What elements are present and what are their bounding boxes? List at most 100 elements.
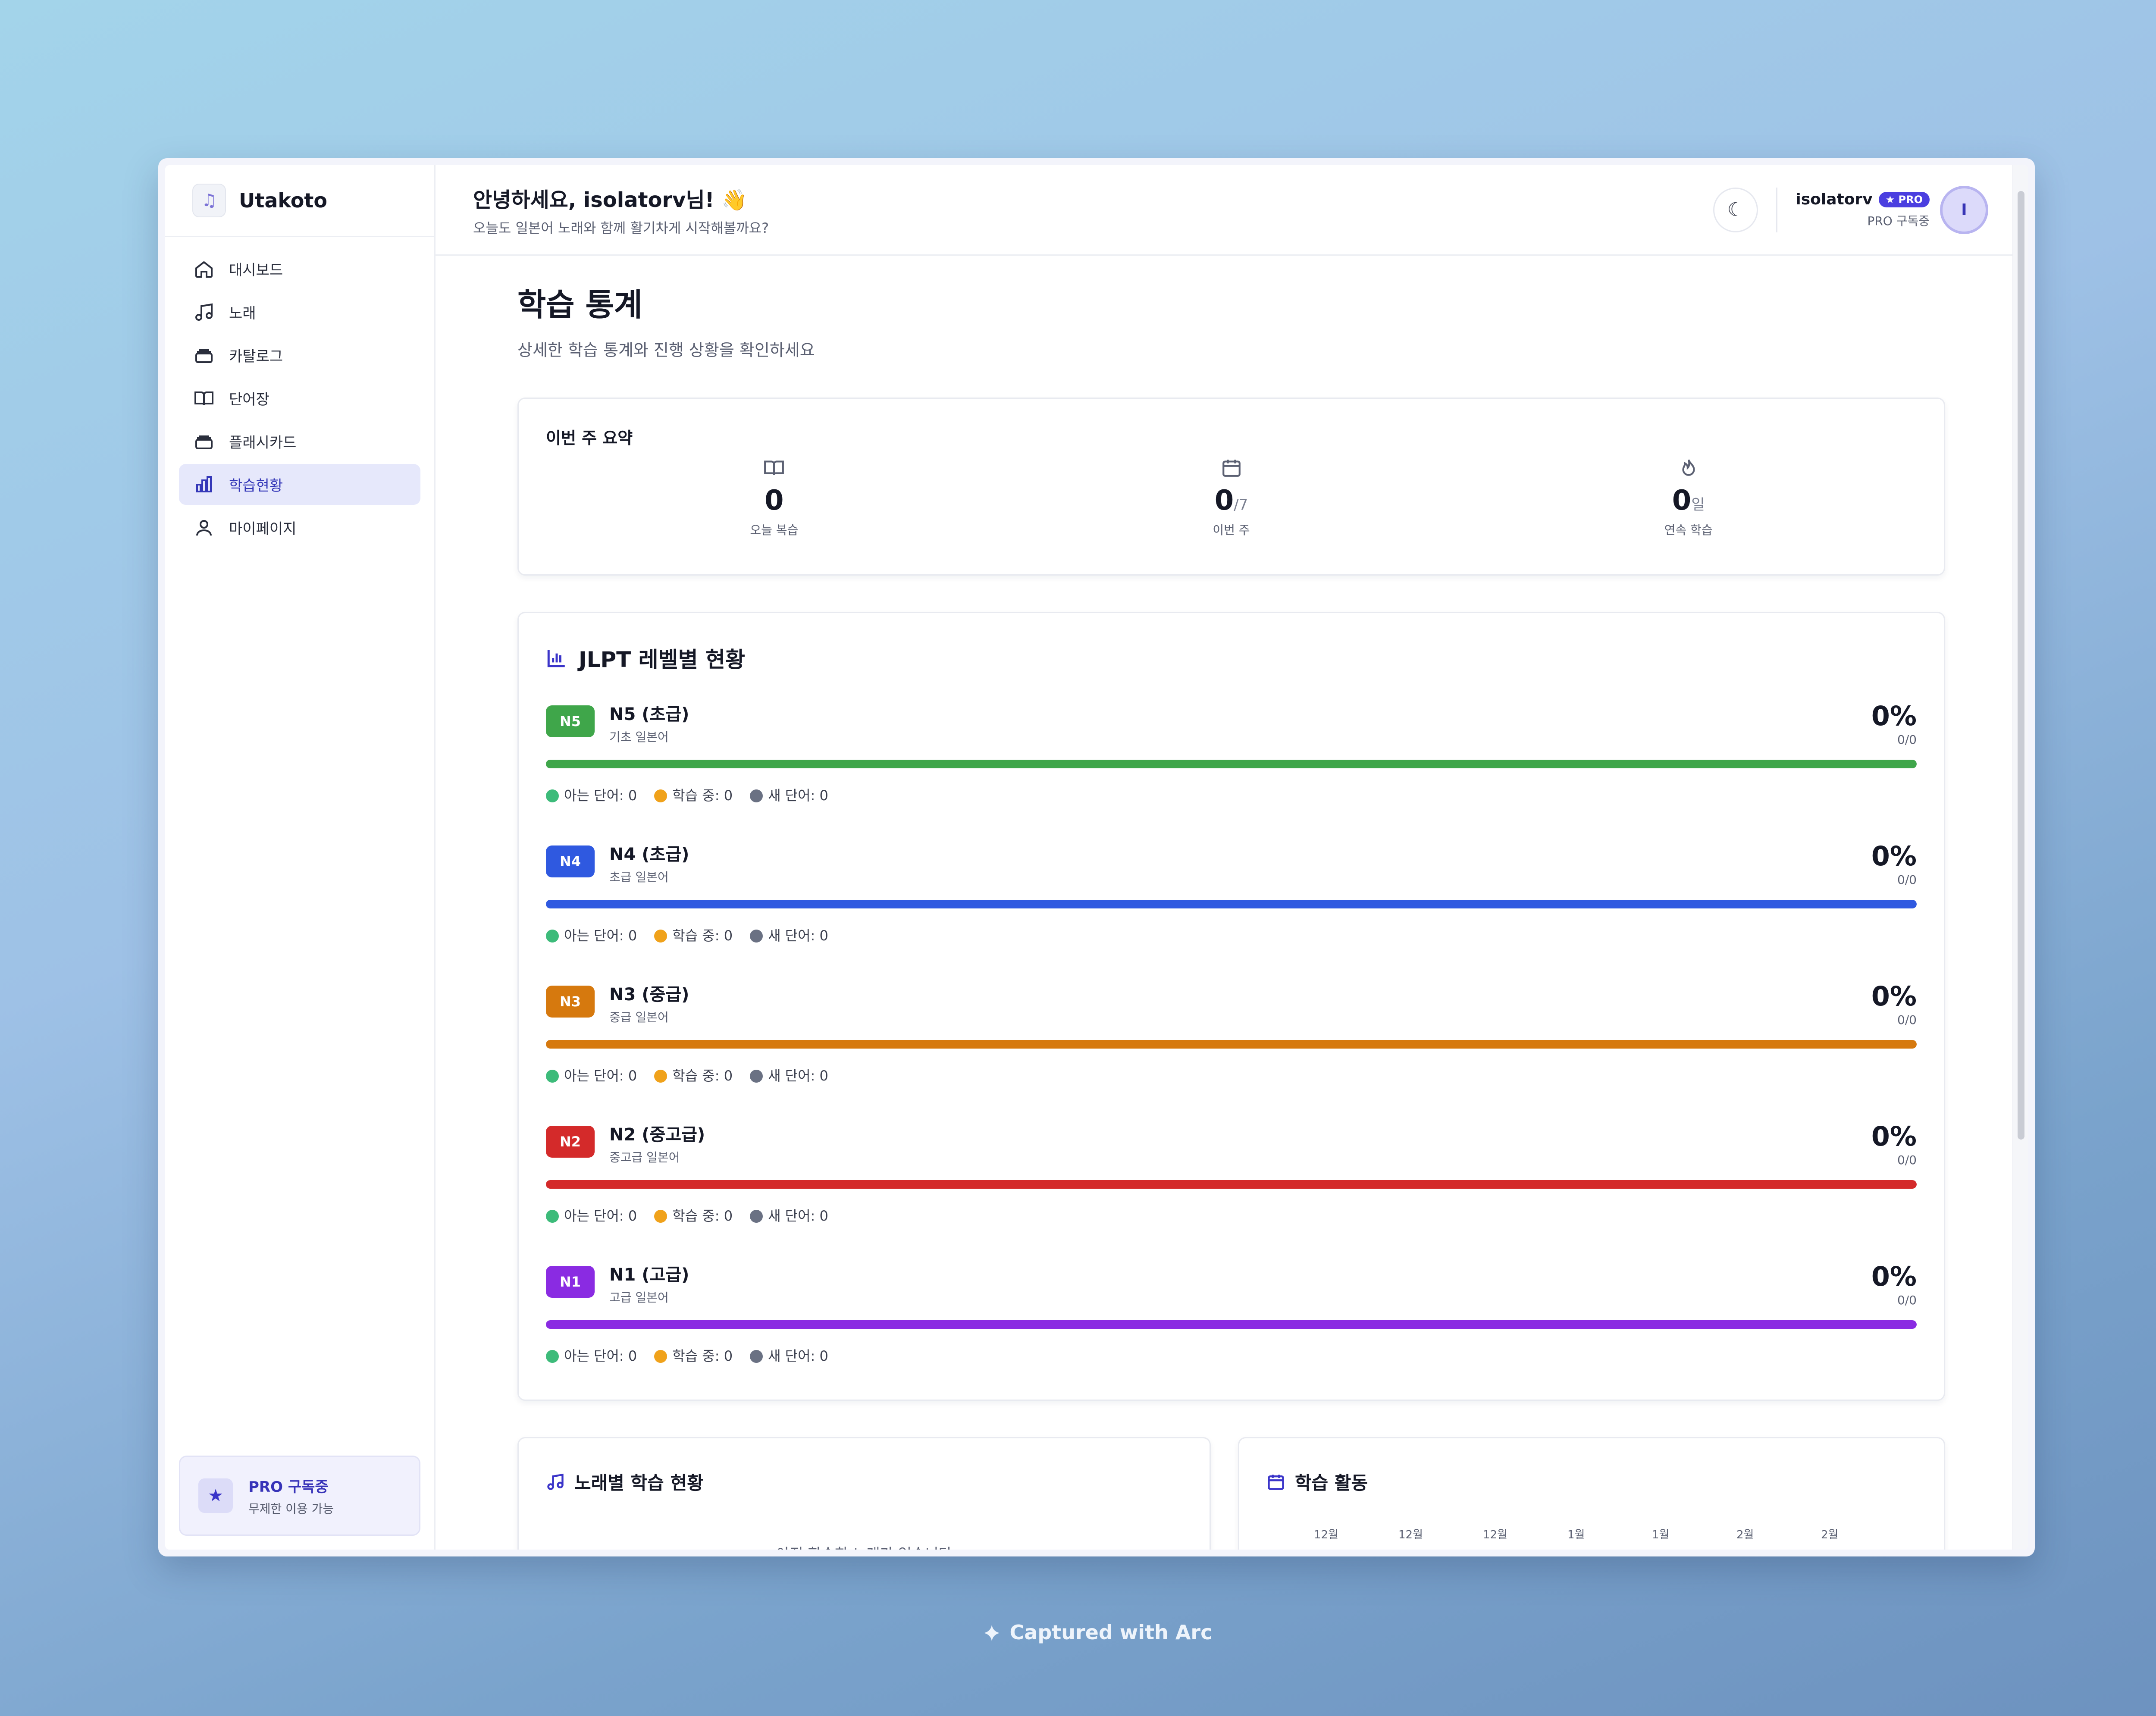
bar-chart-icon: [547, 650, 565, 667]
level-legend: 아는 단어: 0 학습 중: 0 새 단어: 0: [546, 1065, 1917, 1085]
month-label: 12월: [1314, 1528, 1339, 1541]
new-dot-icon: [750, 789, 763, 802]
scrollbar-thumb[interactable]: [2018, 191, 2024, 1140]
level-fraction: 0/0: [1897, 1153, 1917, 1167]
sidebar-item-label: 단어장: [229, 391, 270, 408]
sidebar-item-progress[interactable]: 학습현황: [179, 464, 420, 505]
known-dot-icon: [546, 789, 559, 802]
learning-dot-icon: [654, 1070, 667, 1083]
stat-value: 0: [1672, 485, 1692, 517]
avatar[interactable]: I: [1940, 185, 1988, 234]
level-progress-bar: [546, 760, 1917, 768]
stat-label: 이번 주: [1213, 523, 1250, 537]
learning-dot-icon: [654, 789, 667, 802]
level-legend: 아는 단어: 0 학습 중: 0 새 단어: 0: [546, 1345, 1917, 1365]
song-progress-title: 노래별 학습 현황: [574, 1472, 704, 1494]
sidebar-item-mypage[interactable]: 마이페이지: [179, 507, 420, 548]
moon-icon: ☾: [1727, 199, 1745, 221]
dark-mode-toggle[interactable]: ☾: [1713, 187, 1758, 232]
activity-month-labels: 12월 12월 12월 1월 1월 2월 2월: [1266, 1526, 1917, 1542]
greeting-subtitle: 오늘도 일본어 노래와 함께 활기차게 시작해볼까요?: [473, 219, 769, 236]
divider: [1776, 187, 1778, 232]
month-label: 12월: [1483, 1528, 1508, 1541]
legend-learning: 학습 중: 0: [654, 1065, 733, 1085]
level-percent: 0%: [1871, 1121, 1917, 1152]
level-description: 중고급 일본어: [609, 1150, 680, 1165]
legend-learning: 학습 중: 0: [654, 925, 733, 945]
level-name: N5 (초급): [609, 705, 689, 724]
sidebar-item-songs[interactable]: 노래: [179, 291, 420, 332]
jlpt-level-row: N1 N1 (고급) 고급 일본어 0% 0/0 아는 단어: 0 학습 중: …: [546, 1261, 1917, 1374]
greeting-title: 안녕하세요, isolatorv님! 👋: [473, 188, 747, 212]
legend-learning-label: 학습 중: 0: [672, 927, 733, 944]
legend-known-label: 아는 단어: 0: [564, 927, 637, 944]
level-fraction: 0/0: [1897, 1013, 1917, 1027]
page-title: 학습 통계: [517, 287, 643, 323]
new-dot-icon: [750, 1070, 763, 1083]
legend-new: 새 단어: 0: [750, 1065, 828, 1085]
sidebar: ♫ Utakoto 대시보드 노래: [165, 165, 436, 1550]
jlpt-level-row: N5 N5 (초급) 기초 일본어 0% 0/0 아는 단어: 0 학습 중: …: [546, 700, 1917, 814]
legend-known-label: 아는 단어: 0: [564, 1348, 637, 1364]
legend-new-label: 새 단어: 0: [768, 1068, 828, 1084]
legend-new: 새 단어: 0: [750, 925, 828, 945]
known-dot-icon: [546, 1070, 559, 1083]
level-legend: 아는 단어: 0 학습 중: 0 새 단어: 0: [546, 785, 1917, 805]
month-label: 2월: [1736, 1528, 1754, 1541]
jlpt-level-card: JLPT 레벨별 현황 N5 N5 (초급) 기초 일본어 0% 0/0 아는 …: [517, 612, 1945, 1401]
level-progress-bar: [546, 900, 1917, 908]
level-badge: N4: [546, 845, 595, 877]
jlpt-level-row: N2 N2 (중고급) 중고급 일본어 0% 0/0 아는 단어: 0 학습 중…: [546, 1121, 1917, 1234]
legend-known-label: 아는 단어: 0: [564, 787, 637, 804]
arc-capture-caption: ✦ Captured with Arc: [0, 1620, 2156, 1648]
empty-state-text: 아직 학습한 노래가 없습니다: [546, 1542, 1182, 1550]
level-name: N4 (초급): [609, 845, 689, 864]
new-dot-icon: [750, 1350, 763, 1363]
app-shell: ♫ Utakoto 대시보드 노래: [165, 165, 2028, 1550]
level-fraction: 0/0: [1897, 733, 1917, 747]
bar-chart-icon: [193, 473, 215, 496]
level-progress-fill: [546, 1180, 1917, 1189]
sidebar-item-flashcard[interactable]: 플래시카드: [179, 421, 420, 462]
legend-learning: 학습 중: 0: [654, 1205, 733, 1225]
learning-dot-icon: [654, 930, 667, 943]
jlpt-title: JLPT 레벨별 현황: [579, 647, 746, 672]
new-dot-icon: [750, 1210, 763, 1223]
content: 학습 통계 상세한 학습 통계와 진행 상황을 확인하세요 이번 주 요약 0 …: [517, 256, 1945, 1550]
sidebar-item-wordbook[interactable]: 단어장: [179, 378, 420, 419]
level-percent: 0%: [1871, 1261, 1917, 1292]
username: isolatorv: [1796, 191, 1873, 208]
music-note-icon: [547, 1473, 564, 1490]
home-icon: [193, 258, 215, 280]
subscription-status: PRO 구독중: [1867, 214, 1930, 228]
level-progress-bar: [546, 1180, 1917, 1189]
legend-new-label: 새 단어: 0: [768, 927, 828, 944]
sidebar-item-catalog[interactable]: 카탈로그: [179, 335, 420, 376]
sidebar-item-label: 노래: [229, 305, 256, 322]
scrollbar[interactable]: [2012, 165, 2028, 1550]
brand[interactable]: ♫ Utakoto: [165, 165, 434, 237]
stat-value: 0: [1214, 485, 1234, 517]
layers-icon: [193, 430, 215, 453]
level-description: 기초 일본어: [609, 730, 669, 744]
sidebar-item-label: 플래시카드: [229, 434, 297, 451]
legend-learning-label: 학습 중: 0: [672, 1068, 733, 1084]
known-dot-icon: [546, 1210, 559, 1223]
sidebar-item-dashboard[interactable]: 대시보드: [179, 248, 420, 289]
legend-new: 새 단어: 0: [750, 1345, 828, 1365]
level-progress-bar: [546, 1320, 1917, 1329]
level-percent: 0%: [1871, 700, 1917, 732]
level-description: 초급 일본어: [609, 870, 669, 884]
weekly-summary-card: 이번 주 요약 0 오늘 복습: [517, 398, 1945, 576]
summary-title: 이번 주 요약: [546, 429, 633, 448]
sidebar-item-label: 카탈로그: [229, 348, 283, 365]
learning-dot-icon: [654, 1350, 667, 1363]
known-dot-icon: [546, 930, 559, 943]
level-progress-fill: [546, 760, 1917, 768]
stat-this-week: 0/7 이번 주: [1003, 457, 1460, 538]
topbar: 안녕하세요, isolatorv님! 👋 오늘도 일본어 노래와 함께 활기차게…: [436, 165, 2028, 256]
level-name: N1 (고급): [609, 1265, 689, 1285]
legend-known: 아는 단어: 0: [546, 925, 637, 945]
pro-subscription-card[interactable]: ★ PRO 구독중 무제한 이용 가능: [179, 1456, 420, 1536]
legend-new: 새 단어: 0: [750, 1205, 828, 1225]
